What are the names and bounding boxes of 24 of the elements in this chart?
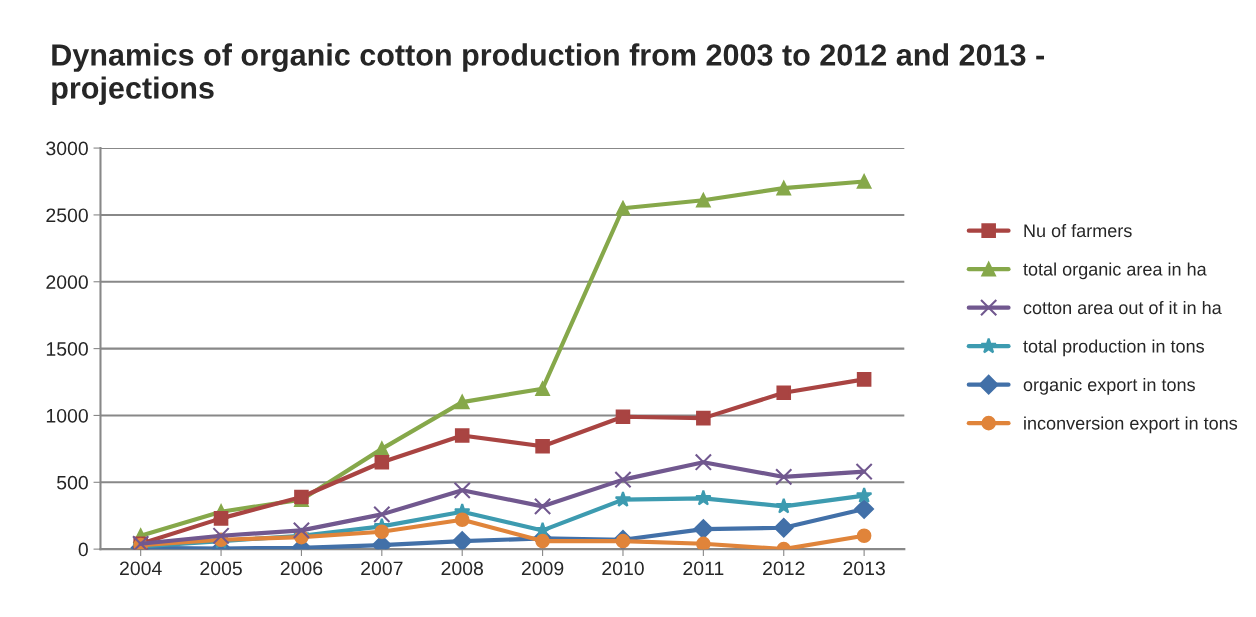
chart-title: Dynamics of organic cotton production from 2003 to 2012 and 2013 - projections <box>52 43 1044 105</box>
y-tick-label: 0 <box>78 542 88 557</box>
y-tick-label: 3000 <box>46 141 88 156</box>
x-tick-label: 2006 <box>280 561 323 576</box>
legend-label: total production in tons <box>1023 339 1204 357</box>
y-tick-label: 2000 <box>46 275 88 289</box>
y-tick-label: 1500 <box>46 342 88 356</box>
x-tick-label: 2008 <box>441 561 483 576</box>
x-tick-label: 2010 <box>602 561 644 576</box>
x-tick-label: 2005 <box>200 561 242 576</box>
legend-label: Nu of farmers <box>1024 223 1132 238</box>
legend-label: cotton area out of it in ha <box>1023 300 1222 315</box>
legend-label: organic export in tons <box>1023 377 1195 395</box>
x-tick-label: 2007 <box>361 561 403 576</box>
legend-label: inconversion export in tons <box>1024 416 1238 434</box>
y-tick-label: 1000 <box>46 408 88 423</box>
y-tick-label: 500 <box>57 475 88 490</box>
x-tick-label: 2009 <box>521 561 564 576</box>
x-tick-label: 2013 <box>843 561 885 576</box>
x-tick-label: 2011 <box>683 561 724 576</box>
x-tick-label: 2004 <box>120 561 162 576</box>
legend-label: total organic area in ha <box>1023 262 1207 280</box>
y-tick-label: 2500 <box>46 208 88 223</box>
x-tick-label: 2012 <box>763 561 805 576</box>
